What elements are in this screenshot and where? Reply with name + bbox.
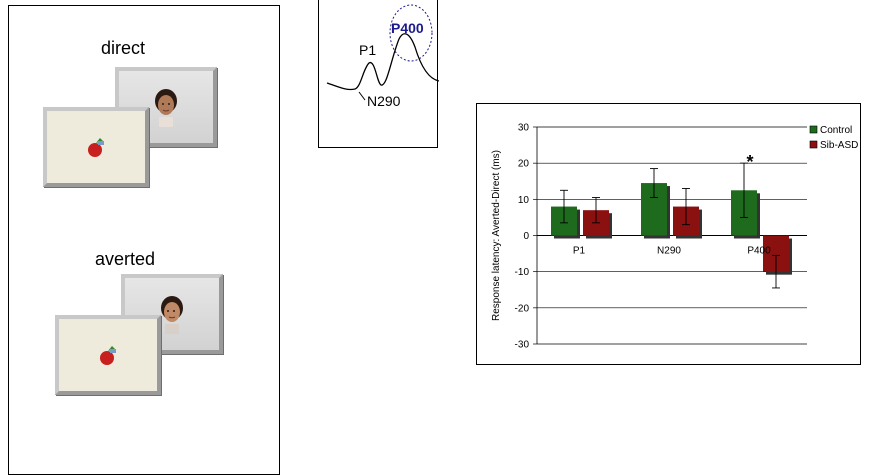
x-tick-label: P1 (573, 246, 586, 257)
legend-label-control: Control (820, 125, 852, 136)
legend-swatch-control (809, 125, 818, 134)
p1-label: P1 (359, 42, 376, 58)
averted-object-frame (55, 315, 161, 395)
direct-label: direct (101, 38, 146, 58)
direct-object-frame (43, 107, 149, 187)
chart-svg: 30 20 10 0 -10 -20 -30 Response latency: Averte… (491, 123, 858, 351)
apple-toy-icon (88, 138, 104, 157)
significance-asterisk: * (746, 152, 753, 172)
y-tick-label: 0 (523, 231, 529, 242)
p400-label: P400 (391, 20, 424, 36)
n290-label: N290 (367, 93, 401, 109)
p400-highlight-circle (389, 4, 433, 62)
x-tick-label: P400 (747, 246, 771, 257)
latency-bar-chart: 30 20 10 0 -10 -20 -30 Response latency: Averte… (476, 103, 861, 365)
averted-label: averted (95, 249, 156, 269)
x-tick-label: N290 (657, 246, 681, 257)
y-tick-label: 10 (518, 195, 530, 206)
y-tick-label: -20 (515, 303, 530, 314)
n290-pointer (358, 91, 366, 101)
face-icon (155, 89, 177, 127)
y-tick-label: 20 (518, 159, 530, 170)
y-tick-label: 30 (518, 123, 530, 134)
apple-toy-icon (100, 346, 116, 365)
y-axis-title: Response latency: Averted-Direct (ms) (491, 150, 502, 321)
erp-waveform (326, 33, 439, 91)
legend-label-sib-asd: Sib-ASD (820, 140, 858, 151)
y-tick-label: -30 (515, 340, 530, 351)
face-icon (161, 296, 183, 334)
stimulus-panel: direct averted (8, 5, 280, 475)
erp-waveform-inset: P1 P400 N290 (318, 0, 439, 148)
legend-swatch-sib-asd (809, 140, 818, 149)
y-tick-label: -10 (515, 267, 530, 278)
